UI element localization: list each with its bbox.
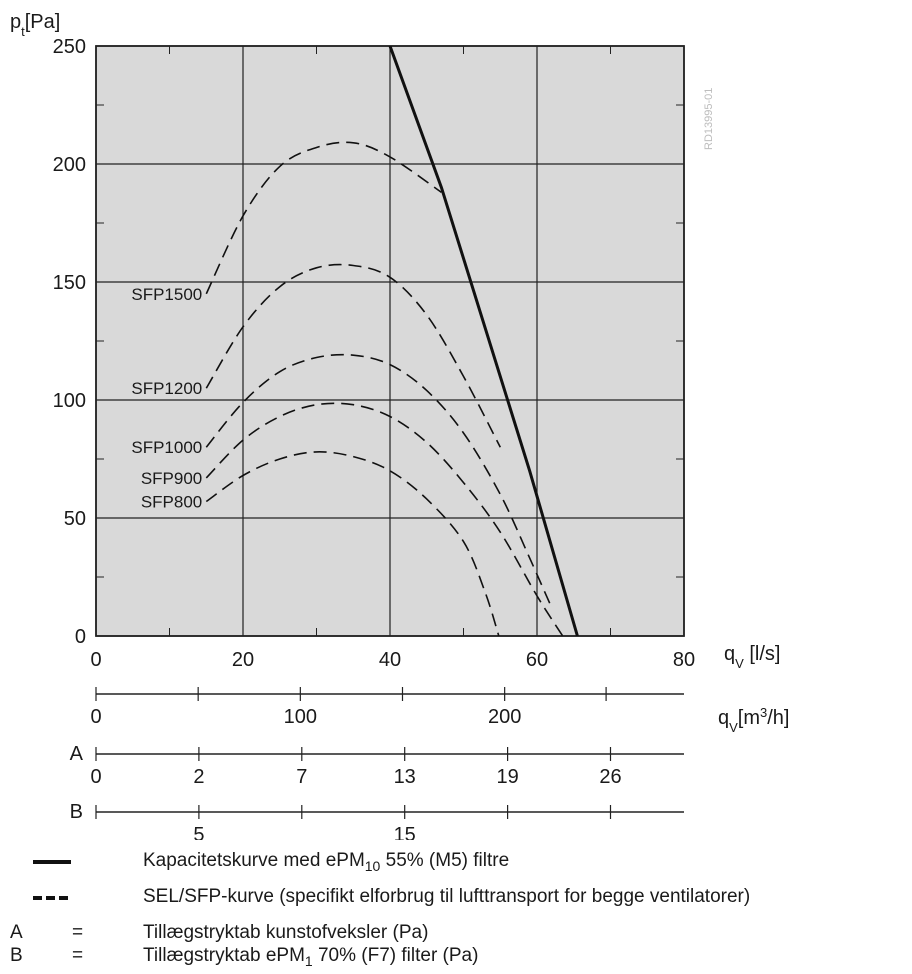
sfp-curve-sfp800 xyxy=(205,451,500,636)
x-tick-label: 60 xyxy=(526,649,548,671)
dashed-line-symbol xyxy=(33,896,71,900)
y-tick-label: 250 xyxy=(53,36,86,58)
secondary-axis-tick-label-B: 15 xyxy=(394,824,416,840)
x-tick-label: 40 xyxy=(379,649,401,671)
sfp-label-sfp900: SFP900 xyxy=(141,469,202,488)
secondary-axis-tick-label-m3h: 100 xyxy=(284,706,317,728)
sfp-label-sfp1200: SFP1200 xyxy=(131,379,202,398)
legend-b-equals: = xyxy=(72,945,84,966)
y-tick-label: 200 xyxy=(53,154,86,176)
curves xyxy=(205,46,579,636)
legend-a-equals: = xyxy=(72,922,84,943)
legend: Kapacitetskurve med ePM10 55% (M5) filtr… xyxy=(0,840,912,970)
y-tick-label: 150 xyxy=(53,272,86,294)
legend-b-letter: B xyxy=(10,945,23,966)
legend-solid-text: Kapacitetskurve med ePM10 55% (M5) filtr… xyxy=(143,850,510,874)
sfp-curve-sfp1200 xyxy=(205,263,502,448)
y-axis-label: pt[Pa] xyxy=(10,11,60,39)
sfp-label-sfp1000: SFP1000 xyxy=(131,438,202,457)
secondary-axis-tick-label-A: 7 xyxy=(296,766,307,788)
secondary-axis-tick-label-m3h: 200 xyxy=(488,706,521,728)
legend-a-letter: A xyxy=(10,922,23,943)
secondary-axis-tick-label-A: 2 xyxy=(193,766,204,788)
legend-b-text: Tillægstryktab ePM1 70% (F7) filter (Pa) xyxy=(143,945,479,969)
y-tick-label: 100 xyxy=(53,390,86,412)
secondary-axis-tick-label-B: 5 xyxy=(193,824,204,840)
secondary-axis-tick-label-A: 26 xyxy=(599,766,621,788)
sfp-curve-sfp900 xyxy=(205,402,564,636)
solid-line-symbol xyxy=(33,860,71,864)
x-tick-label: 0 xyxy=(90,649,101,671)
drawing-code: RD13995-01 xyxy=(703,88,715,150)
sfp-curve-sfp1000 xyxy=(205,353,553,609)
secondary-axis-tick-label-A: 19 xyxy=(496,766,518,788)
legend-a-text: Tillægstryktab kunstofveksler (Pa) xyxy=(143,922,429,943)
secondary-axis-tick-label-A: 13 xyxy=(394,766,416,788)
secondary-axis-tick-label-m3h: 0 xyxy=(90,706,101,728)
x-tick-label: 80 xyxy=(673,649,695,671)
x-axis-label: qV [l/s] xyxy=(724,643,780,671)
secondary-axis-tick-label-A: 0 xyxy=(90,766,101,788)
secondary-axis-unit-m3h: qV[m3/h] xyxy=(718,705,790,735)
sfp-label-sfp800: SFP800 xyxy=(141,492,202,511)
sfp-curve-sfp1500 xyxy=(205,141,442,295)
secondary-axis-letter-B: B xyxy=(70,801,83,823)
y-tick-label: 50 xyxy=(64,508,86,530)
y-tick-label: 0 xyxy=(75,626,86,648)
secondary-axis-letter-A: A xyxy=(70,743,84,765)
x-tick-label: 20 xyxy=(232,649,254,671)
sfp-label-sfp1500: SFP1500 xyxy=(131,285,202,304)
legend-dashed-text: SEL/SFP-kurve (specifikt elforbrug til l… xyxy=(143,886,751,907)
capacity-curve xyxy=(388,46,579,636)
